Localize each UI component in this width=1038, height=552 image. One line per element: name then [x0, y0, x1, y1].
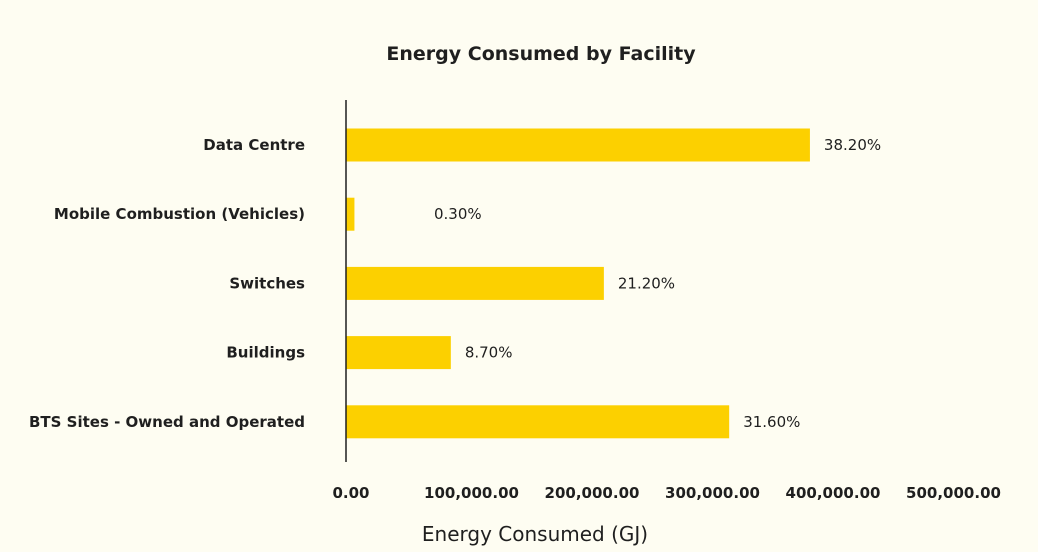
x-tick-labels: 0.00 100,000.00 200,000.00 300,000.00 400,00…	[332, 484, 1000, 502]
x-tick-label: 0.00	[332, 484, 369, 502]
bar	[346, 197, 355, 231]
data-label: 21.20%	[618, 274, 675, 292]
x-axis-title: Energy Consumed (GJ)	[422, 522, 648, 546]
data-label: 31.60%	[743, 413, 800, 431]
bar	[346, 405, 730, 439]
data-label: 38.20%	[824, 136, 881, 154]
category-label: Data Centre	[203, 136, 305, 154]
x-tick-label: 500,000.00	[906, 484, 1001, 502]
data-label: 0.30%	[434, 205, 482, 223]
data-label: 8.70%	[465, 344, 513, 362]
chart-title: Energy Consumed by Facility	[386, 43, 696, 65]
x-tick-label: 400,000.00	[786, 484, 881, 502]
x-tick-label: 200,000.00	[545, 484, 640, 502]
x-tick-label: 300,000.00	[665, 484, 760, 502]
x-tick-label: 100,000.00	[424, 484, 519, 502]
bars-layer: Data Centre 38.20% Mobile Combustion (Vehi…	[29, 128, 881, 439]
category-label: BTS Sites - Owned and Operated	[29, 413, 305, 431]
bar	[346, 128, 810, 162]
category-label: Switches	[229, 274, 305, 292]
bar	[346, 266, 604, 300]
category-label: Buildings	[226, 344, 305, 362]
bar	[346, 336, 451, 370]
category-label: Mobile Combustion (Vehicles)	[54, 205, 305, 223]
